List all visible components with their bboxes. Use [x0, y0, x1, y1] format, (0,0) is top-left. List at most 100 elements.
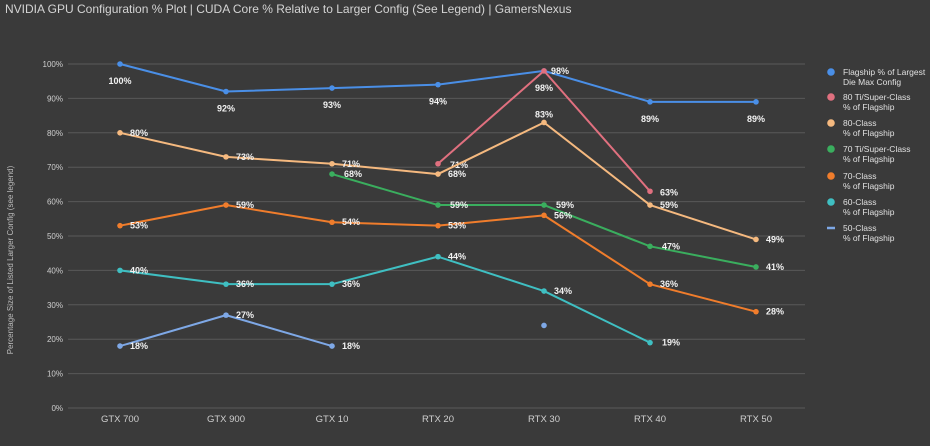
legend-label: 80-Class [843, 118, 877, 128]
data-point [435, 222, 441, 229]
series-line-segment [649, 283, 757, 313]
data-point [435, 171, 441, 177]
legend-marker [827, 198, 835, 206]
y-tick-label: 20% [47, 335, 63, 344]
data-point [329, 85, 335, 91]
series-line-segment [543, 121, 651, 207]
data-label: 98% [535, 83, 553, 93]
series-layer: 100%92%93%94%98%89%89%71%98%63%80%73%71%… [108, 61, 784, 351]
x-tick-label: GTX 900 [207, 414, 245, 425]
data-point [435, 202, 441, 208]
series-line-segment [543, 204, 651, 248]
series-line-segment [543, 214, 651, 286]
y-tick-label: 80% [47, 129, 63, 138]
series-4: 53% 59% 54% 53% 56% 36% 28% [117, 200, 784, 317]
data-point [541, 212, 547, 219]
series-line-segment [437, 214, 545, 227]
y-tick-label: 10% [47, 370, 63, 379]
data-label: 59% [660, 200, 678, 210]
data-point [753, 264, 759, 270]
data-label: 49% [766, 234, 784, 244]
data-label: 73% [236, 152, 254, 162]
series-line-segment [543, 69, 651, 193]
legend-label: 80 Ti/Super-Class [843, 92, 911, 102]
data-point [435, 253, 441, 260]
data-point [541, 288, 547, 294]
legend-marker [827, 145, 835, 153]
data-label: 63% [660, 187, 678, 197]
x-tick-label: RTX 30 [528, 414, 560, 425]
data-label: 18% [130, 341, 148, 351]
data-point [117, 130, 123, 136]
data-point [223, 281, 229, 287]
data-point [223, 312, 229, 318]
series-3: 68% 59% 59% 47% 41% [329, 169, 784, 272]
legend-label: 60-Class [843, 197, 877, 207]
y-tick-label: 40% [47, 266, 63, 275]
data-label: 36% [342, 279, 360, 289]
data-point [541, 322, 547, 329]
data-label: 18% [342, 341, 360, 351]
data-point [647, 281, 653, 287]
data-label: 47% [662, 241, 680, 251]
x-tick-label: GTX 700 [101, 414, 139, 425]
legend-label-sub: % of Flagship [843, 128, 895, 138]
x-tick-label: RTX 20 [422, 414, 454, 425]
y-tick-label: 60% [47, 198, 63, 207]
data-point [647, 202, 653, 208]
data-label: 93% [323, 100, 341, 110]
data-label: 71% [342, 159, 360, 169]
data-label: 98% [551, 66, 569, 76]
series-line-segment [225, 204, 333, 224]
data-label: 80% [130, 128, 148, 138]
legend-label: Flagship % of Largest [843, 67, 926, 77]
y-tick-labels: 0% 10% 20% 30% 40% 50% 60% 70% 80% 90% 100% [43, 60, 63, 413]
legend-marker [827, 119, 835, 127]
series-line-segment [225, 314, 333, 348]
series-2: 80%73%71%68%83%59%49% [117, 109, 784, 244]
data-point [647, 99, 653, 105]
y-tick-label: 50% [47, 232, 63, 241]
data-point [117, 267, 123, 274]
series-line-segment [331, 83, 439, 90]
data-point [329, 343, 335, 349]
legend-label-sub: % of Flagship [843, 102, 895, 112]
x-tick-label: RTX 50 [740, 414, 772, 425]
legend-item: 80-Class% of Flagship [827, 118, 895, 138]
series-line-segment [119, 314, 227, 348]
data-point [223, 88, 229, 95]
legend-item: 70-Class% of Flagship [827, 171, 895, 191]
x-tick-label: GTX 10 [316, 414, 349, 425]
series-line-segment [331, 255, 439, 286]
series-line-segment [437, 69, 545, 86]
legend-item: 80 Ti/Super-Class% of Flagship [827, 92, 911, 112]
data-point [541, 202, 547, 208]
data-point [329, 219, 335, 226]
data-point [541, 68, 547, 74]
data-point [647, 243, 653, 250]
series-line-segment [331, 221, 439, 227]
series-line-segment [543, 290, 651, 344]
data-label: 68% [448, 169, 466, 179]
x-tick-label: RTX 40 [634, 414, 666, 425]
data-label: 59% [556, 200, 574, 210]
legend-label-sub: % of Flagship [843, 233, 895, 243]
y-tick-label: 70% [47, 163, 63, 172]
data-label: 19% [662, 338, 680, 348]
series-line-segment [437, 255, 545, 293]
data-label: 53% [130, 221, 148, 231]
data-point [435, 160, 441, 167]
y-tick-label: 0% [51, 404, 63, 413]
series-5: 40% 36% 36% 44% 34% 19% [117, 252, 680, 348]
data-point [223, 202, 229, 208]
y-tick-label: 90% [47, 94, 63, 103]
series-0: 100% 92% 93% 94% 98% 89% 89% [108, 61, 765, 124]
series-1: 71%98%63% [435, 68, 678, 197]
x-tick-labels: GTX 700 GTX 900 GTX 10 RTX 20 RTX 30 RTX 40 RT… [101, 414, 772, 425]
data-point [647, 339, 653, 346]
data-label: 44% [448, 252, 466, 262]
y-tick-label: 100% [43, 60, 63, 69]
data-label: 54% [342, 217, 360, 227]
grid-layer [68, 63, 805, 409]
